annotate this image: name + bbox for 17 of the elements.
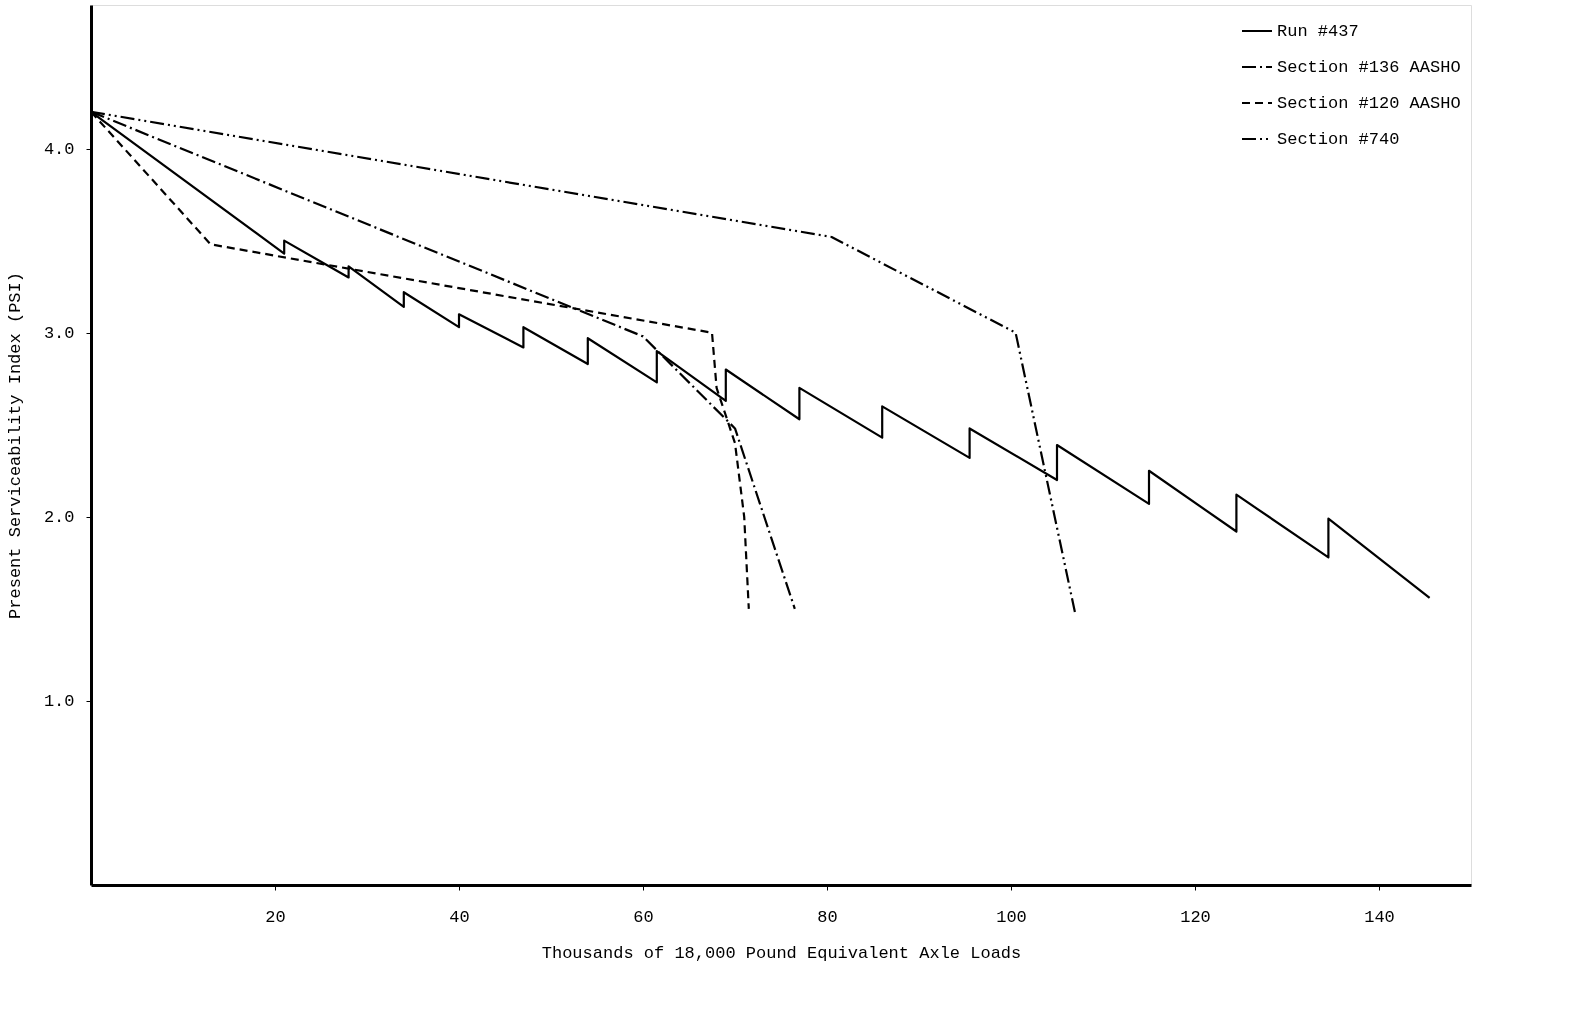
x-tick-label: 40 <box>449 907 470 927</box>
x-tick-label: 60 <box>633 907 654 927</box>
legend-label: Section #136 AASHO <box>1277 58 1461 77</box>
y-tick-label: 2.0 <box>43 508 75 528</box>
x-axis-title: Thousands of 18,000 Pound Equivalent Axle Loads <box>541 943 1022 963</box>
x-tick-label: 20 <box>265 907 286 927</box>
legend-label: Section #740 <box>1277 130 1400 149</box>
legend-label: Run #437 <box>1277 22 1359 41</box>
x-tick-label: 100 <box>996 907 1027 927</box>
x-tick-label: 80 <box>817 907 838 927</box>
y-tick-label: 4.0 <box>43 140 75 160</box>
y-tick-label: 3.0 <box>43 324 75 344</box>
y-axis-title: Present Serviceability Index (PSI) <box>5 272 25 619</box>
y-tick-label: 1.0 <box>43 692 75 712</box>
x-tick-label: 140 <box>1364 907 1395 927</box>
legend-label: Section #120 AASHO <box>1277 94 1461 113</box>
x-tick-label: 120 <box>1180 907 1211 927</box>
